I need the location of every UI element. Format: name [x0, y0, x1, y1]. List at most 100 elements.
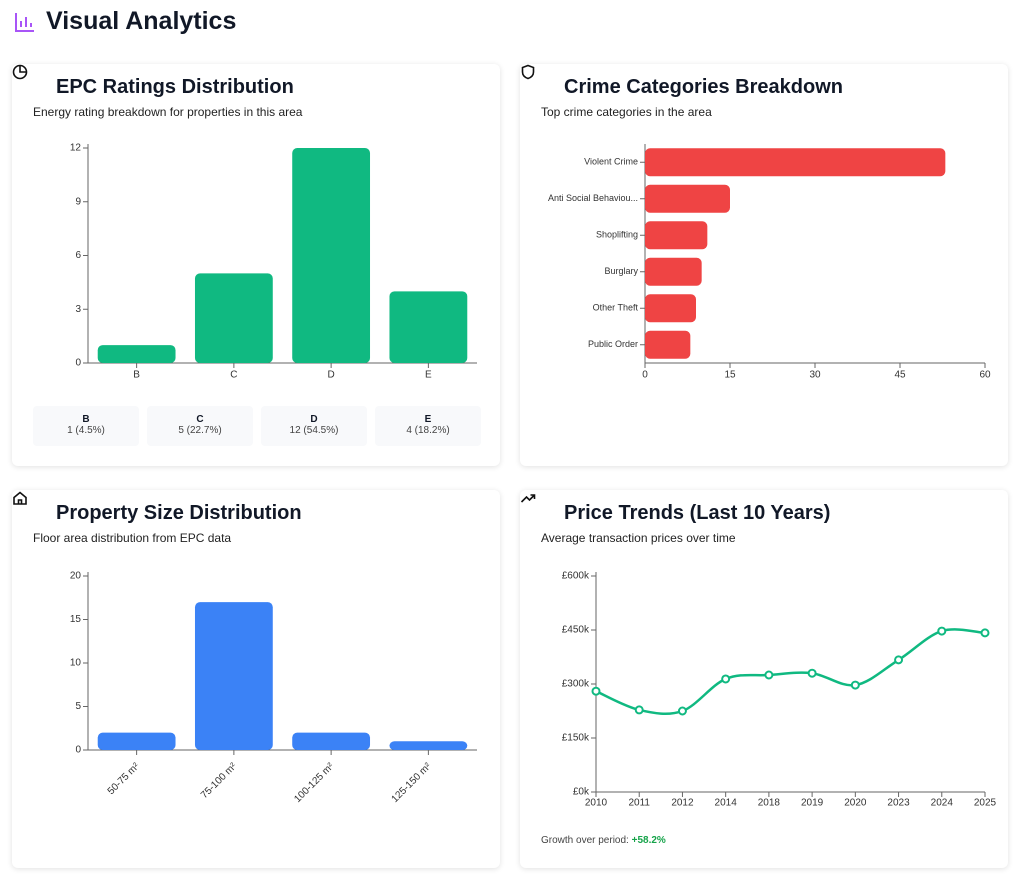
y-tick-label: Public Order — [588, 339, 638, 349]
y-tick-label: Burglary — [604, 266, 638, 276]
y-tick-label: Other Theft — [593, 303, 639, 313]
bar — [292, 732, 371, 750]
summary-tile: D 12 (54.5%) — [261, 406, 367, 446]
bar — [292, 148, 371, 363]
icon — [520, 494, 536, 503]
x-tick-label: 60 — [979, 370, 991, 381]
x-tick-label: 30 — [809, 370, 821, 381]
bar — [645, 221, 708, 250]
y-tick-label: 15 — [70, 614, 82, 625]
y-tick-label: 20 — [70, 571, 82, 582]
x-tick-label: C — [230, 370, 237, 381]
x-tick-label: D — [328, 370, 335, 381]
x-tick-label: 2020 — [844, 798, 867, 809]
x-tick-label: 50-75 m² — [106, 761, 143, 798]
y-tick-label: Anti Social Behaviou... — [548, 193, 638, 203]
point — [721, 674, 731, 684]
card-title: Price Trends (Last 10 Years) — [564, 502, 831, 524]
summary-label: B — [82, 414, 90, 425]
x-tick-label: 2011 — [628, 798, 650, 809]
summary-label: E — [424, 414, 432, 425]
y-tick-label: £300k — [562, 679, 590, 690]
x-tick-label: 2014 — [715, 798, 738, 809]
card-subtitle: Average transaction prices over time — [541, 531, 736, 545]
bar — [194, 273, 273, 363]
bar — [97, 345, 176, 363]
y-tick-label: 0 — [75, 358, 81, 369]
x-tick-label: E — [425, 370, 432, 381]
card-subtitle: Top crime categories in the area — [541, 105, 712, 119]
point — [850, 680, 860, 690]
chart: 0 5 10 15 20 50-75 m² 75-100 m² 100-125 m² 125-1… — [70, 571, 477, 805]
summary-text: 1 (4.5%) — [67, 425, 105, 436]
header-icon — [15, 13, 34, 32]
footer-value: +58.2% — [631, 835, 666, 846]
summary-text: 5 (22.7%) — [178, 425, 222, 436]
bar — [194, 602, 273, 750]
x-tick-label: 0 — [642, 370, 648, 381]
footer: Growth over period: +58.2% — [541, 835, 666, 846]
x-tick-label: 2010 — [585, 798, 608, 809]
y-tick-label: 5 — [75, 701, 81, 712]
bar — [97, 732, 176, 750]
y-tick-label: £450k — [562, 625, 590, 636]
x-tick-label: 2024 — [931, 798, 954, 809]
card-title: EPC Ratings Distribution — [56, 76, 294, 98]
y-tick-label: 6 — [75, 250, 81, 261]
summary-label: D — [310, 414, 318, 425]
summary-text: 12 (54.5%) — [289, 425, 339, 436]
y-tick-label: £600k — [562, 571, 590, 582]
point — [807, 668, 817, 678]
point — [764, 670, 774, 680]
x-tick-label: B — [133, 370, 140, 381]
card-title: Property Size Distribution — [56, 502, 302, 524]
bar — [645, 148, 946, 177]
card: Price Trends (Last 10 Years) Average tra… — [520, 490, 1008, 868]
card-title: Crime Categories Breakdown — [564, 76, 843, 98]
bar — [645, 330, 691, 359]
footer-label: Growth over period: — [541, 835, 629, 846]
point — [937, 626, 947, 636]
x-tick-label: 75-100 m² — [199, 761, 239, 801]
chart: £0k £150k £300k £450k £600k 2010 2011 2012 2014 2… — [562, 571, 997, 809]
icon — [521, 64, 535, 80]
y-tick-label: £150k — [562, 733, 590, 744]
card: Crime Categories Breakdown Top crime cat… — [520, 64, 1008, 466]
point — [894, 655, 904, 665]
point — [677, 706, 687, 716]
x-tick-label: 2025 — [974, 798, 997, 809]
x-tick-label: 2012 — [671, 798, 694, 809]
y-tick-label: Shoplifting — [596, 230, 638, 240]
x-tick-label: 2023 — [887, 798, 910, 809]
bar — [645, 294, 696, 323]
card-subtitle: Energy rating breakdown for properties i… — [33, 105, 303, 119]
x-tick-label: 100-125 m² — [292, 761, 336, 805]
y-tick-label: 12 — [70, 143, 82, 154]
card: EPC Ratings Distribution Energy rating b… — [12, 64, 500, 466]
y-tick-label: Violent Crime — [584, 157, 638, 167]
bar — [645, 257, 702, 286]
y-tick-label: 10 — [70, 658, 82, 669]
y-tick-label: 0 — [75, 745, 81, 756]
chart: 0 15 30 45 60 Violent Crime Anti Social Behavi… — [548, 144, 991, 381]
y-tick-label: 9 — [75, 196, 81, 207]
point — [634, 705, 644, 715]
y-tick-label: 3 — [75, 304, 81, 315]
x-tick-label: 15 — [724, 370, 736, 381]
card: Property Size Distribution Floor area di… — [12, 490, 500, 868]
line — [595, 628, 986, 716]
x-tick-label: 125-150 m² — [390, 761, 434, 805]
x-tick-label: 45 — [894, 370, 906, 381]
point — [980, 628, 990, 638]
icon — [12, 64, 28, 80]
summary-label: C — [196, 414, 204, 425]
x-tick-label: 2019 — [801, 798, 824, 809]
summary-text: 4 (18.2%) — [406, 425, 450, 436]
icon — [13, 491, 27, 505]
page-title: Visual Analytics — [46, 7, 237, 35]
card-subtitle: Floor area distribution from EPC data — [33, 531, 232, 545]
